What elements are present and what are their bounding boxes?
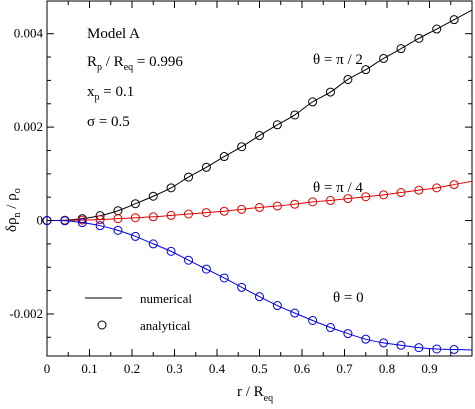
series-point-1 [308,197,318,207]
series-line-0 [46,9,473,222]
series-label-theta-pi-2: θ = π / 2 [313,52,363,68]
series-point-2 [148,239,158,249]
series-point-1 [379,190,389,200]
series-point-0 [290,110,300,120]
ratio-label: Rp / Req = 0.996 [87,54,183,73]
series-point-2 [166,246,176,256]
series-point-2 [95,221,105,231]
series-point-2 [308,316,318,325]
series-point-0 [201,162,211,172]
legend-label-analytical: analytical [140,318,191,333]
series-point-0 [449,15,459,25]
series-point-0 [308,97,318,107]
legend-label-numerical: numerical [140,291,192,306]
x-tick-label: 0.4 [209,361,226,376]
series-point-1 [148,212,158,222]
series-point-2 [361,334,371,344]
series-point-1 [113,214,123,224]
series-point-2 [237,282,247,292]
series-point-0 [361,65,371,75]
xp-label: xp = 0.1 [87,84,134,103]
x-tick-label: 0.2 [124,361,140,376]
series-point-2 [290,308,300,318]
series-line-2 [46,220,473,351]
series-point-0 [343,74,353,84]
series-point-2 [184,255,194,265]
x-tick-label: 0.1 [81,361,97,376]
series-point-0 [396,44,406,54]
series-point-2 [414,343,424,353]
x-tick-label: 0.6 [294,361,311,376]
series-label-theta-0: θ = 0 [333,290,364,306]
series-point-0 [255,131,264,141]
y-tick-label: -0.002 [9,306,43,321]
x-tick-label: 0 [44,361,51,376]
x-axis-title: r / Req [237,384,273,404]
series-point-0 [130,199,140,209]
x-tick-label: 0.7 [336,361,353,376]
y-tick-label: 0.002 [14,119,43,134]
series-point-2 [396,340,406,350]
series-point-0 [184,172,194,182]
series-point-1 [449,180,459,190]
x-tick-label: 0.9 [421,361,437,376]
series-point-0 [414,33,424,43]
series-point-1 [325,195,335,205]
series-point-2 [379,338,389,348]
series-point-1 [343,194,353,204]
series-point-0 [379,53,389,63]
model-label: Model A [87,26,140,42]
series-layer [42,9,473,354]
series-point-1 [237,204,247,214]
series-point-0 [219,152,229,162]
series-point-2 [113,225,123,235]
series-point-1 [201,208,211,218]
legend-marker-swatch [97,320,107,330]
y-axis-title: δρn / ρo [4,188,23,232]
legend: numerical analytical [85,291,192,333]
series-point-1 [432,183,442,193]
series-point-1 [166,210,176,220]
series-point-1 [414,185,424,195]
series-point-0 [325,87,335,97]
series-point-0 [166,183,176,193]
series-point-2 [343,329,353,339]
series-point-1 [219,206,229,216]
series-point-1 [95,215,105,225]
series-point-0 [432,24,442,34]
sigma-label: σ = 0.5 [87,114,130,130]
series-point-2 [449,344,459,354]
series-point-2 [272,301,282,311]
series-point-2 [130,231,140,241]
tick-layer: 0 0.1 0.2 0.3 0.4 0.5 0.6 0.7 0.8 0.9 -0.002 0 0.002… [9,1,472,376]
series-point-1 [272,201,282,211]
series-point-1 [290,199,300,209]
series-point-0 [272,120,282,130]
series-point-1 [130,213,140,223]
series-point-1 [77,215,87,225]
x-tick-label: 0.5 [251,361,267,376]
series-point-1 [184,209,194,219]
series-point-1 [361,192,371,202]
series-point-2 [77,218,87,228]
y-tick-label: 0.004 [14,26,44,41]
series-point-0 [148,191,158,201]
series-point-2 [325,323,335,333]
series-point-0 [237,142,247,152]
x-tick-label: 0.3 [166,361,182,376]
series-label-theta-pi-4: θ = π / 4 [313,180,363,196]
series-point-2 [219,273,229,283]
series-point-2 [201,264,211,274]
series-point-2 [255,292,264,302]
series-point-1 [255,202,264,212]
x-tick-label: 0.8 [379,361,395,376]
series-point-2 [432,344,442,354]
series-line-1 [46,180,473,222]
y-tick-label: 0 [37,213,44,228]
series-point-1 [396,188,406,198]
series-point-2 [60,216,70,226]
